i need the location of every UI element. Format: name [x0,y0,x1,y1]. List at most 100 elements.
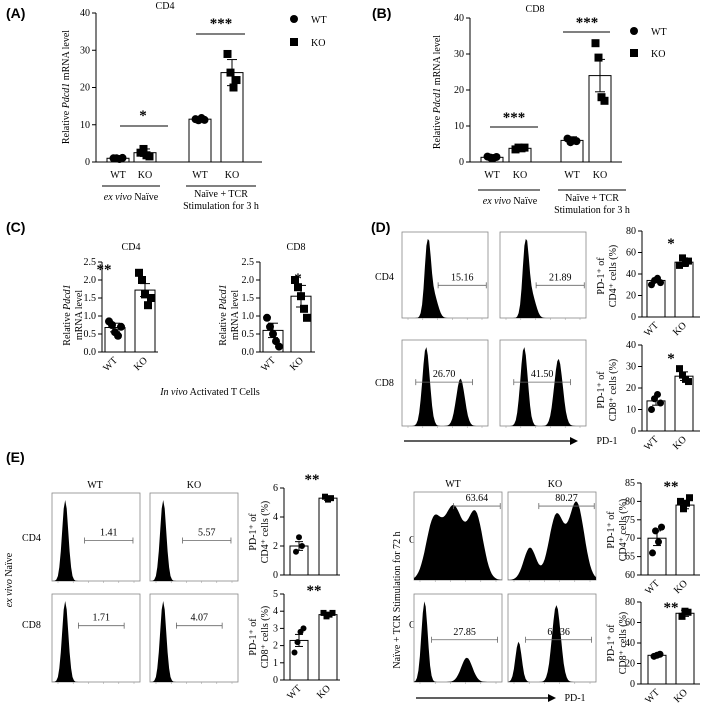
panel-c-cd4-point [108,321,116,329]
panel-b-category-label: WT [564,170,580,181]
panel-e-right-col-ko: KO [548,479,562,490]
panel-d-hist-cd4-ko-value: 21.89 [549,272,572,283]
panel-d-cd8-bar-point [648,406,655,413]
panel-e-tcr-cd4-bar-point [686,494,693,502]
panel-a-ytick-label: 10 [80,120,90,131]
panel-d-hist-cd4-wt-distribution [402,238,488,318]
panel-e-label: (E) [6,449,25,465]
panel-a-point [229,83,238,92]
panel-b-category-label: KO [593,170,607,181]
panel-e-hist-naive-cd4-ko-value: 5.57 [198,528,216,539]
panel-e-naive-cd8-bar-ytick-label: 0 [273,675,278,686]
panel-a-point [145,152,154,161]
panel-e-naive-cd8-bar-ylabel2: CD8⁺ cells (%) [260,606,271,669]
panel-e-tcr-cd4-bar-ylabel2: CD4⁺ cells (%) [618,499,629,562]
panel-d-cd4-bar-ytick-label: 40 [626,269,636,280]
panel-e-tcr-cd4-bar-category-label: WT [643,578,662,597]
panel-b-significance: *** [576,15,599,31]
panel-e-tcr-cd8-bar-bar [647,654,667,685]
panel-c-cd4-significance: ** [97,262,112,278]
panel-c-cd4-ytick-label: 1.5 [84,293,97,304]
panel-d-hist-cd8-wt-frame [401,339,489,427]
legend-ko-marker [630,49,638,57]
panel-d-arrowhead [570,437,578,445]
panel-d-cd8-bar-ytick-label: 30 [626,362,636,373]
panel-b-group2-line2: Stimulation for 3 h [554,205,630,216]
panel-e-hist-naive-cd8-wt-distribution [52,601,140,682]
legend-wt-marker [290,15,298,23]
panel-e-tcr-cd8-bar-bar [675,612,695,685]
panel-e-tcr-cd8-bar-point [678,612,686,620]
panel-e-naive-cd4-bar-point [296,534,302,541]
legend-ko-marker [290,38,298,46]
panel-c-cd4-ylabel2: mRNA level [74,290,85,340]
panel-d-cd4-bar-ylabel1: PD-1⁺ of [596,257,607,295]
panel-e-tcr-cd8-bar-ylabel2: CD8⁺ cells (%) [618,612,629,675]
panel-d-hist-cd8-ko-frame [499,339,587,427]
panel-e-naive-cd8-bar-category-label: KO [315,683,333,701]
panel-a-bar [188,118,212,163]
panel-e-bar-charts: 0 2 4 6 ** 0 1 2 3 4 5 WT KO ** 60 65 70 75 80 85 WT KO ** 0 20 4… [248,472,700,706]
panel-a-point [200,115,209,124]
panel-e-naive-cd4-bar-point [299,543,305,549]
panel-e-left-side-label: ex vivo Naïve [4,552,15,607]
panel-d-row-cd4: CD4 [375,272,394,283]
panel-e-hist-naive-cd8-ko-distribution [150,601,238,682]
panel-e-tcr-cd8-bar-category-label: WT [643,687,662,706]
panel-e-hist-naive-cd4-wt-value: 1.41 [100,528,118,539]
panel-d-cd4-bar-ytick-label: 60 [626,248,636,259]
panel-c-cd4-point [114,331,122,340]
panel-d-cd4-bar-bar [674,261,694,318]
panel-c-cd4-title: CD4 [122,242,141,253]
panel-c-cd4-ytick-label: 2.0 [84,275,97,286]
panel-d-cd8-bar-point [654,390,661,398]
panel-a-point [232,76,241,85]
panel-d-hist-cd4-ko-frame [499,231,587,319]
panel-b-ytick-label: 30 [454,49,464,60]
panel-a-group2-line1: Naïve + TCR [194,189,248,200]
panel-e-tcr-cd8-bar-ytick-label: 40 [625,638,635,649]
panel-d-cd4-bar-ytick-label: 20 [626,291,636,302]
panel-b-point [572,137,581,146]
panel-d-cd4-bar-point [679,254,686,262]
panel-c-cd8-category-label: KO [288,355,306,373]
panel-a-significance: *** [210,16,233,32]
panel-c-cd4-ytick-label: 2.5 [84,257,97,268]
panel-b-bars: 0 10 20 30 40 WT KO WT KO *** *** [454,13,622,181]
panel-d-cd8-bar-ylabel1: PD-1⁺ of [596,371,607,409]
panel-a-significance: * [139,108,147,124]
panel-d-hist-cd4-wt-frame [401,231,489,319]
panel-e-left-row-cd8: CD8 [22,620,41,631]
panel-c-cd8-point [291,276,299,284]
panel-a-group2-line2: Stimulation for 3 h [183,201,259,212]
panel-d-cd8-bar-significance: * [667,351,675,367]
panel-e-tcr-cd4-bar-ytick-label: 85 [625,478,635,489]
panel-c-cd4-ytick-label: 1.0 [84,311,97,322]
panel-e-tcr-cd4-bar-point [680,505,687,513]
panel-d-cd8-bar-category-label: WT [642,434,661,453]
panel-b-ylabel: Relative Pdcd1 mRNA level [432,35,443,149]
panel-e-tcr-cd4-bar-point [683,499,690,507]
panel-b-legend: WT KO [630,27,667,60]
panel-b-point [594,53,603,62]
panel-a-group1-label: ex vivo Naïve [104,192,159,203]
panel-d-cd4-bar-point [676,261,683,269]
panel-e-tcr-cd4-bar-ylabel1: PD-1⁺ of [606,511,617,549]
panel-a-title: CD4 [156,1,175,12]
panel-d: (D) WT KO CD4 CD8 15.16 21.89 26.70 41.50 P… [371,219,700,453]
panel-b-ytick-label: 10 [454,121,464,132]
panel-e-tcr-cd4-bar-ytick-label: 70 [625,533,635,544]
panel-e-naive-cd4-bar-bar [318,497,338,576]
legend-wt-label: WT [311,15,327,26]
panel-c-cd4-point [138,276,146,284]
panel-d-cd8-bar-ytick-label: 40 [626,340,636,351]
legend-ko-label: KO [311,38,325,49]
panel-e-naive-cd8-bar-point [320,609,327,616]
panel-d-cd4-bar-category-label: WT [642,320,661,339]
panel-b-ytick-label: 40 [454,13,464,24]
panel-c-cd8-ytick-label: 1.0 [242,311,255,322]
panel-c-cd4-ytick-label: 0.5 [84,329,97,340]
panel-d-label: (D) [371,219,390,235]
